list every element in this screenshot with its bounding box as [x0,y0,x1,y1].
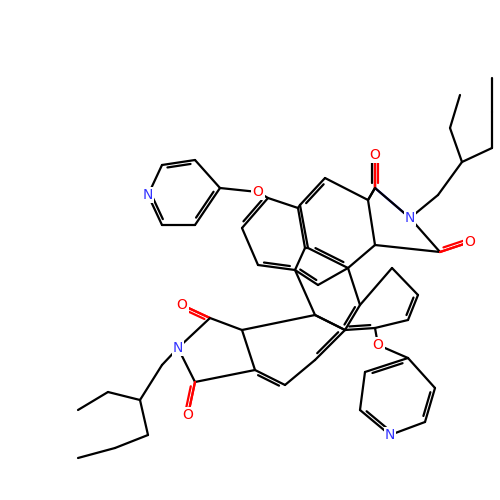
Text: O: O [252,185,264,199]
Text: O: O [182,408,194,422]
Text: O: O [464,235,475,249]
Text: N: N [173,341,183,355]
Text: O: O [370,148,380,162]
Text: N: N [385,428,395,442]
Text: O: O [176,298,188,312]
Text: N: N [405,211,415,225]
Text: O: O [372,338,384,352]
Text: N: N [143,188,153,202]
